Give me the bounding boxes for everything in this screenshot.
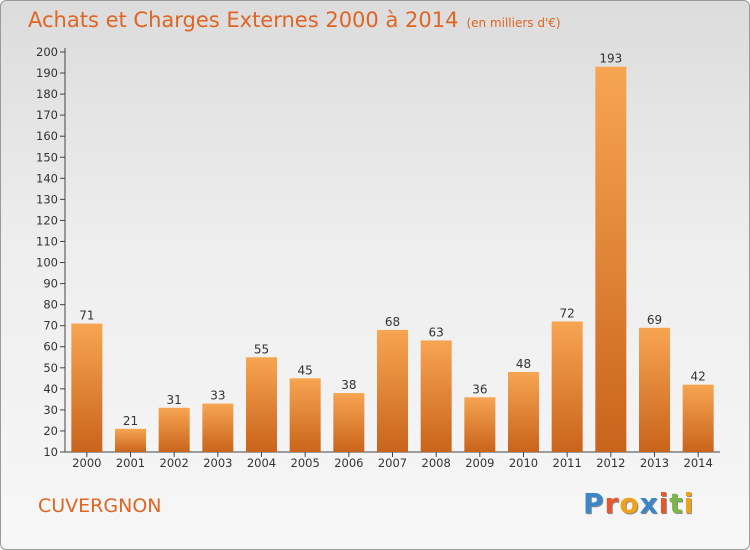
bar	[508, 372, 539, 452]
y-tick-label: 30	[43, 403, 58, 417]
x-tick-label: 2004	[247, 456, 276, 470]
bar-value-label: 55	[254, 342, 269, 356]
x-tick-label: 2009	[465, 456, 494, 470]
x-tick-label: 2003	[203, 456, 232, 470]
proxiti-logo: Proxiti	[583, 487, 694, 520]
y-tick-label: 60	[43, 340, 58, 354]
bar-value-label: 33	[210, 389, 225, 403]
y-tick-label: 120	[36, 213, 58, 227]
bar-value-label: 38	[341, 378, 356, 392]
x-tick-label: 2013	[640, 456, 669, 470]
x-tick-label: 2014	[684, 456, 713, 470]
bar-value-label: 31	[167, 393, 182, 407]
y-tick-label: 170	[36, 108, 58, 122]
bar-value-label: 72	[560, 306, 575, 320]
x-tick-label: 2010	[509, 456, 538, 470]
bar-value-label: 63	[429, 325, 444, 339]
bar-value-label: 21	[123, 414, 138, 428]
y-tick-label: 10	[43, 445, 58, 459]
x-tick-label: 2000	[72, 456, 101, 470]
bar-value-label: 45	[298, 363, 313, 377]
chart-title: Achats et Charges Externes 2000 à 2014	[28, 8, 459, 32]
y-tick-label: 40	[43, 382, 58, 396]
y-tick-label: 110	[36, 234, 58, 248]
logo-letter: t	[669, 487, 684, 520]
bar	[377, 329, 408, 452]
bar	[682, 384, 714, 452]
logo-letter: x	[639, 487, 659, 520]
chart-unit-label: (en milliers d'€)	[466, 16, 561, 30]
bar	[289, 378, 321, 452]
logo-letter: i	[658, 487, 670, 520]
y-tick-label: 190	[36, 66, 58, 80]
chart-title-block: Achats et Charges Externes 2000 à 2014 (e…	[28, 8, 561, 32]
y-tick-label: 160	[36, 129, 58, 143]
logo-letter: o	[619, 487, 640, 520]
bar	[202, 403, 234, 452]
bar	[551, 321, 583, 452]
bar-value-label: 68	[385, 315, 400, 329]
y-tick-label: 180	[36, 87, 58, 101]
bar-value-label: 48	[516, 357, 531, 371]
logo-letter: i	[683, 487, 695, 520]
bar	[464, 397, 496, 452]
x-tick-label: 2006	[334, 456, 363, 470]
y-tick-label: 50	[43, 361, 58, 375]
bar	[333, 393, 365, 452]
logo-letter: P	[583, 487, 605, 520]
bar	[71, 323, 103, 452]
bar-value-label: 71	[79, 309, 94, 323]
x-tick-label: 2008	[422, 456, 451, 470]
x-tick-label: 2005	[291, 456, 320, 470]
bar	[158, 407, 190, 452]
y-tick-label: 130	[36, 192, 58, 206]
bar	[639, 327, 670, 452]
logo-letter: r	[604, 487, 620, 520]
x-tick-label: 2007	[378, 456, 407, 470]
x-tick-label: 2002	[160, 456, 189, 470]
bar	[420, 340, 452, 452]
y-tick-label: 100	[36, 256, 58, 270]
bar	[595, 66, 627, 452]
place-name: CUVERGNON	[38, 495, 162, 517]
bar-value-label: 36	[472, 382, 487, 396]
bar	[115, 428, 146, 452]
y-tick-label: 90	[43, 277, 58, 291]
bar-value-label: 42	[691, 370, 706, 384]
y-tick-label: 150	[36, 150, 58, 164]
x-tick-label: 2012	[596, 456, 625, 470]
y-tick-label: 80	[43, 298, 58, 312]
bar-value-label: 193	[599, 52, 622, 66]
bar	[246, 357, 277, 452]
y-tick-label: 200	[36, 45, 58, 59]
y-tick-label: 140	[36, 171, 58, 185]
y-tick-label: 20	[43, 424, 58, 438]
x-tick-label: 2011	[553, 456, 582, 470]
y-tick-label: 70	[43, 319, 58, 333]
bar-value-label: 69	[647, 313, 662, 327]
x-tick-label: 2001	[116, 456, 145, 470]
